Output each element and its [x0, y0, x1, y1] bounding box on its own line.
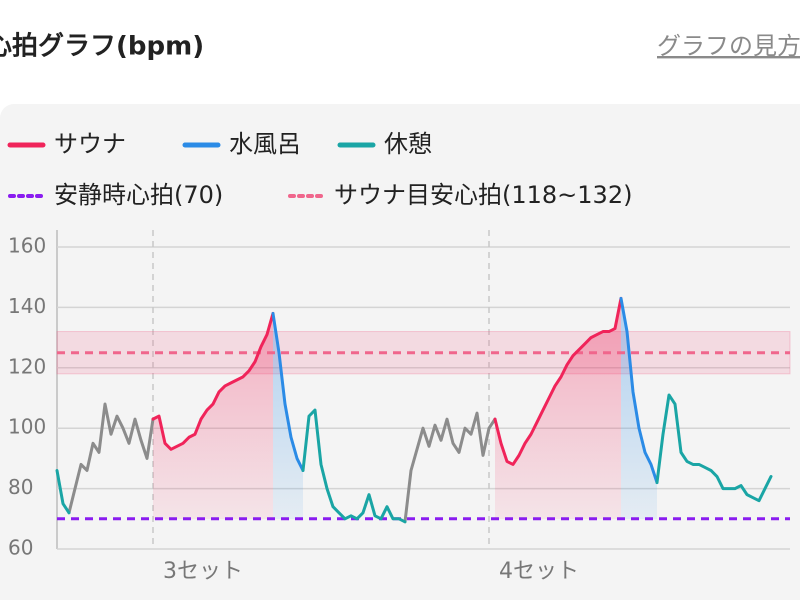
x-tick-label: 3セット	[163, 559, 243, 584]
series-line	[151, 296, 623, 466]
legend-label: サウナ	[54, 130, 126, 158]
y-tick-label: 140	[8, 294, 46, 318]
legend-label: 休憩	[384, 130, 432, 158]
y-tick-label: 80	[8, 475, 33, 499]
series-line	[55, 393, 773, 524]
page-title: 心拍グラフ(bpm)	[0, 32, 204, 62]
x-tick-label: 4セット	[499, 559, 579, 584]
y-tick-label: 120	[8, 354, 46, 378]
legend-label: 安静時心拍(70)	[54, 181, 223, 209]
y-tick-label: 160	[8, 234, 46, 258]
series-line	[271, 296, 659, 485]
help-link[interactable]: グラフの見方	[657, 32, 800, 60]
y-tick-label: 100	[8, 415, 46, 439]
series-area	[153, 298, 621, 549]
legend-label: サウナ目安心拍(118~132)	[334, 181, 632, 209]
y-tick-label: 60	[8, 536, 33, 560]
legend-label: 水風呂	[229, 130, 301, 158]
series-line	[67, 402, 497, 524]
